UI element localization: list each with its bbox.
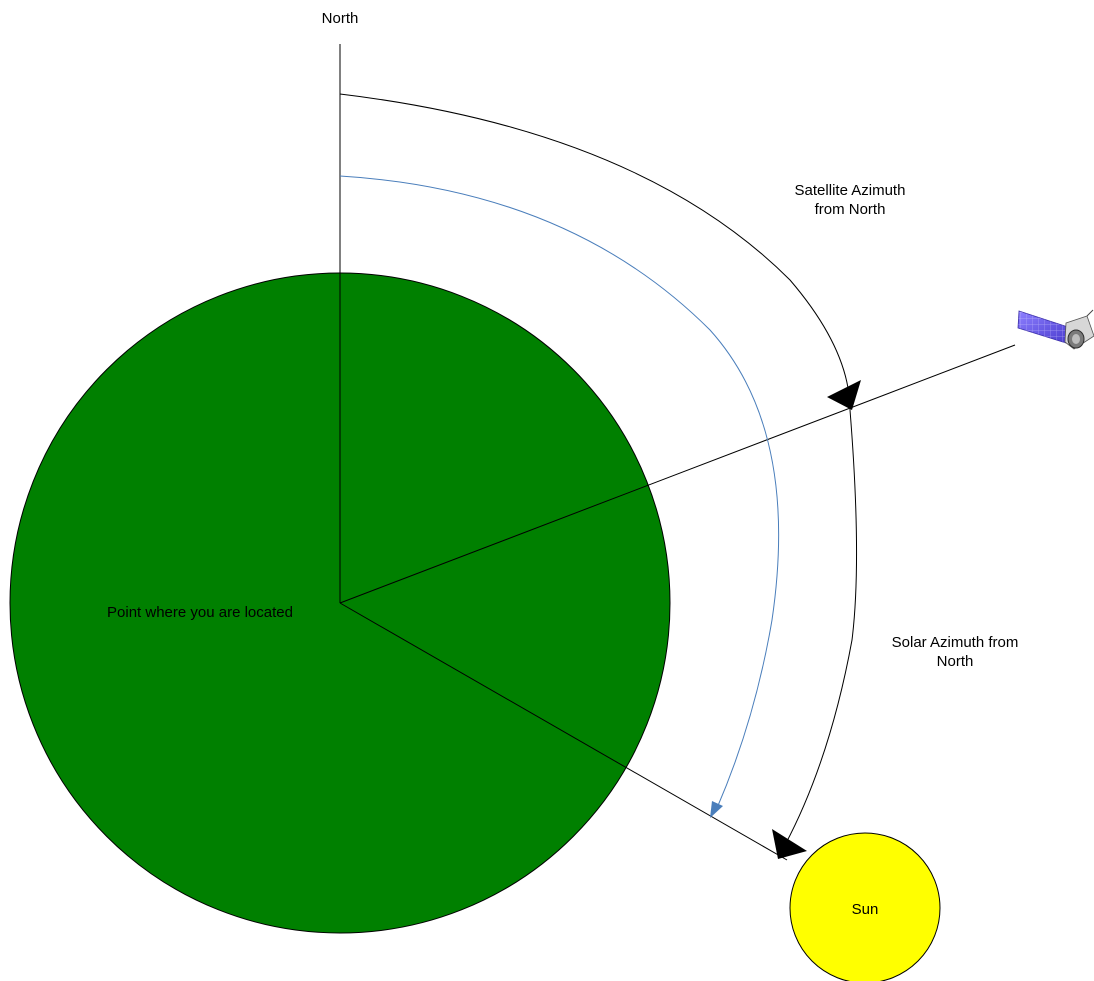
sun-disc [789,832,941,981]
satellite-azimuth-arrowhead [710,801,723,818]
satellite-azimuth-label: Satellite Azimuth from North [760,181,940,219]
satellite-direction-line [339,344,1016,604]
sun-label: Sun [851,901,879,918]
solar-azimuth-arrowhead [772,829,807,859]
satellite-azimuth-label-line2: from North [814,201,886,218]
solar-azimuth-label-line2: North [936,653,974,670]
solar-azimuth-label-line1: Solar Azimuth from [891,634,1019,651]
solar-azimuth-label: Solar Azimuth from North [860,633,1050,671]
satellite-azimuth-label-line1: Satellite Azimuth [794,182,906,199]
sun-direction-line [339,602,788,861]
location-label: Point where you are located [107,604,293,621]
satellite-icon [1017,309,1094,350]
satellite-azimuth-arrowhead-black [827,380,861,410]
north-label: North [321,10,359,27]
satellite-azimuth-arc [339,175,780,809]
